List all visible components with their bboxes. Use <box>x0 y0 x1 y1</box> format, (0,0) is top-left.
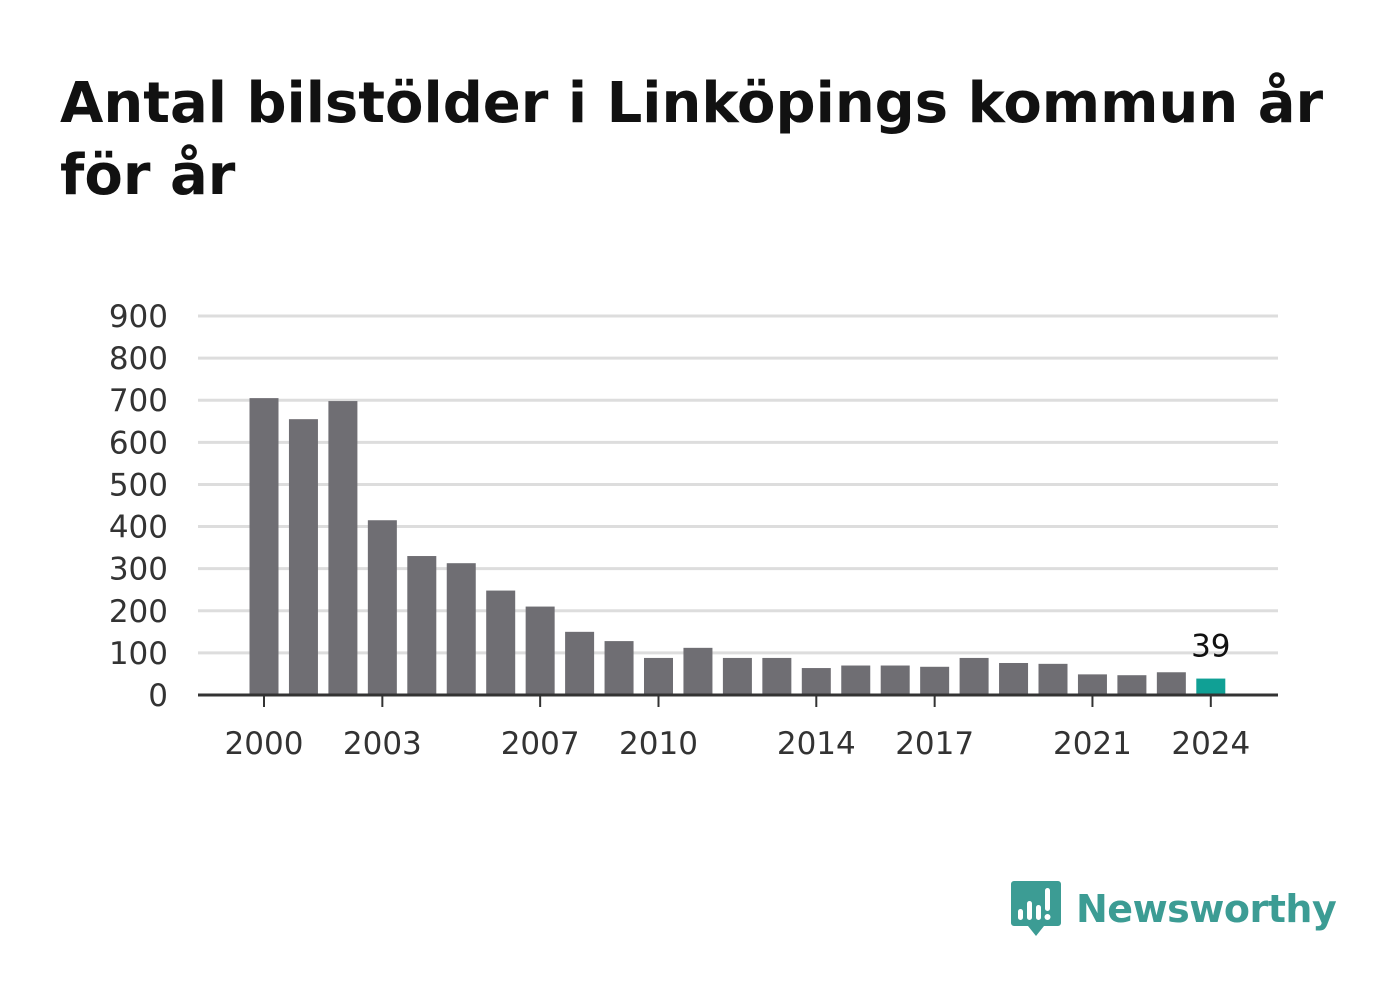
x-tick-label: 2017 <box>895 726 974 762</box>
highlight-value-label: 39 <box>1191 629 1230 665</box>
bar-2022 <box>1117 675 1147 695</box>
y-tick-label: 400 <box>109 510 168 546</box>
bar-2019 <box>999 662 1029 695</box>
x-axis: 2000 2003 2007 2010 2014 2017 2021 2024 <box>198 693 1278 762</box>
bar-2016 <box>880 665 910 695</box>
bar-2015 <box>841 665 871 695</box>
bar-2003 <box>367 520 397 695</box>
bar-2001 <box>288 419 318 695</box>
bar-2009 <box>604 641 634 695</box>
bar-2012 <box>722 657 752 695</box>
annotations: 39 <box>1191 629 1230 665</box>
bar-2021 <box>1077 674 1107 695</box>
bar-2014 <box>801 668 831 695</box>
y-tick-label: 800 <box>109 341 168 377</box>
x-tick-label: 2024 <box>1171 726 1250 762</box>
bar-2020 <box>1038 663 1068 695</box>
y-tick-label: 100 <box>109 636 168 672</box>
bar-2013 <box>762 657 792 695</box>
bar-2006 <box>486 590 516 695</box>
y-tick-label: 300 <box>109 552 168 588</box>
x-tick-label: 2003 <box>343 726 422 762</box>
x-tick-label: 2014 <box>777 726 856 762</box>
bar-2024 <box>1196 678 1226 695</box>
gridlines <box>198 314 1278 655</box>
bar-2004 <box>407 556 437 695</box>
bar-2011 <box>683 647 713 695</box>
bars <box>249 398 1226 695</box>
x-tick-label: 2000 <box>225 726 304 762</box>
y-axis-labels: 0 100 200 300 400 500 600 700 800 900 <box>109 299 168 714</box>
x-tick-label: 2010 <box>619 726 698 762</box>
y-tick-label: 900 <box>109 299 168 335</box>
chart-title: Antal bilstölder i Linköpings kommun år … <box>60 71 1324 208</box>
y-tick-label: 600 <box>109 425 168 461</box>
x-tick-label: 2021 <box>1053 726 1132 762</box>
y-tick-label: 200 <box>109 594 168 630</box>
newsworthy-logo: Newsworthy <box>1010 878 1337 940</box>
bar-2002 <box>328 401 358 695</box>
bar-2007 <box>525 606 555 695</box>
y-tick-label: 700 <box>109 383 168 419</box>
bar-2005 <box>446 563 476 695</box>
newsworthy-logo-icon <box>1011 881 1061 936</box>
x-tick-label: 2007 <box>501 726 580 762</box>
bar-2000 <box>249 398 279 695</box>
y-tick-label: 0 <box>148 678 168 714</box>
bar-2018 <box>959 657 989 695</box>
bar-2008 <box>565 631 595 695</box>
bar-2023 <box>1156 672 1186 695</box>
brand-name: Newsworthy <box>1076 887 1337 931</box>
y-tick-label: 500 <box>109 467 168 503</box>
bar-2010 <box>644 657 673 695</box>
bar-2017 <box>920 666 950 695</box>
